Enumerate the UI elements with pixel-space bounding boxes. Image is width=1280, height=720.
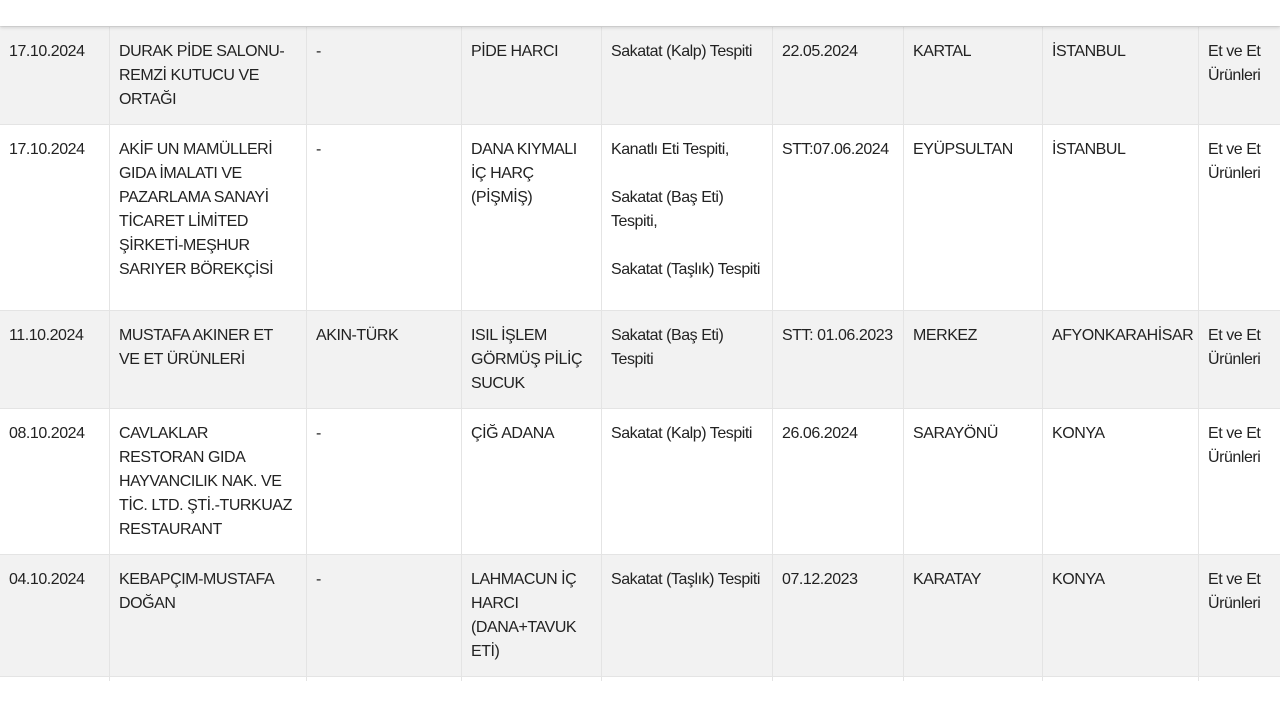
table-row: 11.10.2024 MUSTAFA AKINER ET VE ET ÜRÜNLE…	[0, 310, 1280, 409]
cell-province: KONYA	[1042, 408, 1199, 555]
table-row-partial	[0, 676, 1280, 681]
cell-category: Et ve Et Ürünleri	[1198, 554, 1280, 677]
cell-district: KARTAL	[903, 26, 1043, 125]
cell-district: KARATAY	[903, 554, 1043, 677]
cell-empty	[772, 676, 904, 681]
cell-batch-date: STT: 01.06.2023	[772, 310, 904, 409]
cell-batch-date: 26.06.2024	[772, 408, 904, 555]
cell-brand: -	[306, 554, 462, 677]
cell-brand: -	[306, 408, 462, 555]
cell-batch-date: 22.05.2024	[772, 26, 904, 125]
cell-company: MUSTAFA AKINER ET VE ET ÜRÜNLERİ	[109, 310, 307, 409]
cell-batch-date: 07.12.2023	[772, 554, 904, 677]
cell-company: DURAK PİDE SALONU-REMZİ KUTUCU VE ORTAĞI	[109, 26, 307, 125]
cell-category: Et ve Et Ürünleri	[1198, 310, 1280, 409]
cell-company: CAVLAKLAR RESTORAN GIDA HAYVANCILIK NAK.…	[109, 408, 307, 555]
cell-violation: Sakatat (Baş Eti) Tespiti	[601, 310, 773, 409]
cell-empty	[1042, 676, 1199, 681]
cell-empty	[306, 676, 462, 681]
cell-product: LAHMACUN İÇ HARCI (DANA+TAVUK ETİ)	[461, 554, 602, 677]
cell-product: ÇİĞ ADANA	[461, 408, 602, 555]
cell-district: SARAYÖNÜ	[903, 408, 1043, 555]
cell-violation: Kanatlı Eti Tespiti, Sakatat (Baş Eti) T…	[601, 124, 773, 311]
cell-category: Et ve Et Ürünleri	[1198, 26, 1280, 125]
cell-batch-date: STT:07.06.2024	[772, 124, 904, 311]
cell-date: 11.10.2024	[0, 310, 110, 409]
results-table: 17.10.2024 DURAK PİDE SALONU-REMZİ KUTUCU…	[0, 26, 1280, 681]
cell-empty	[903, 676, 1043, 681]
cell-province: AFYONKARAHİSAR	[1042, 310, 1199, 409]
top-bar	[0, 0, 1280, 26]
cell-empty	[109, 676, 307, 681]
cell-province: İSTANBUL	[1042, 124, 1199, 311]
cell-company: AKİF UN MAMÜLLERİ GIDA İMALATI VE PAZARL…	[109, 124, 307, 311]
cell-company: KEBAPÇIM-MUSTAFA DOĞAN	[109, 554, 307, 677]
cell-violation: Sakatat (Taşlık) Tespiti	[601, 554, 773, 677]
cell-violation: Sakatat (Kalp) Tespiti	[601, 408, 773, 555]
cell-category: Et ve Et Ürünleri	[1198, 124, 1280, 311]
cell-province: İSTANBUL	[1042, 26, 1199, 125]
cell-date: 17.10.2024	[0, 124, 110, 311]
cell-date: 08.10.2024	[0, 408, 110, 555]
cell-brand: AKIN-TÜRK	[306, 310, 462, 409]
cell-date: 04.10.2024	[0, 554, 110, 677]
cell-violation: Sakatat (Kalp) Tespiti	[601, 26, 773, 125]
cell-brand: -	[306, 124, 462, 311]
cell-empty	[601, 676, 773, 681]
cell-category: Et ve Et Ürünleri	[1198, 408, 1280, 555]
table-row: 17.10.2024 DURAK PİDE SALONU-REMZİ KUTUCU…	[0, 26, 1280, 125]
cell-product: PİDE HARCI	[461, 26, 602, 125]
cell-product: DANA KIYMALI İÇ HARÇ (PİŞMİŞ)	[461, 124, 602, 311]
cell-province: KONYA	[1042, 554, 1199, 677]
cell-empty	[1198, 676, 1280, 681]
cell-district: EYÜPSULTAN	[903, 124, 1043, 311]
cell-empty	[461, 676, 602, 681]
cell-product: ISIL İŞLEM GÖRMÜŞ PİLİÇ SUCUK	[461, 310, 602, 409]
cell-empty	[0, 676, 110, 681]
cell-date: 17.10.2024	[0, 26, 110, 125]
table-row: 04.10.2024 KEBAPÇIM-MUSTAFA DOĞAN - LAHMACU…	[0, 554, 1280, 677]
cell-district: MERKEZ	[903, 310, 1043, 409]
cell-brand: -	[306, 26, 462, 125]
table-row: 08.10.2024 CAVLAKLAR RESTORAN GIDA HAYVAN…	[0, 408, 1280, 555]
table-row: 17.10.2024 AKİF UN MAMÜLLERİ GIDA İMALATI…	[0, 124, 1280, 311]
